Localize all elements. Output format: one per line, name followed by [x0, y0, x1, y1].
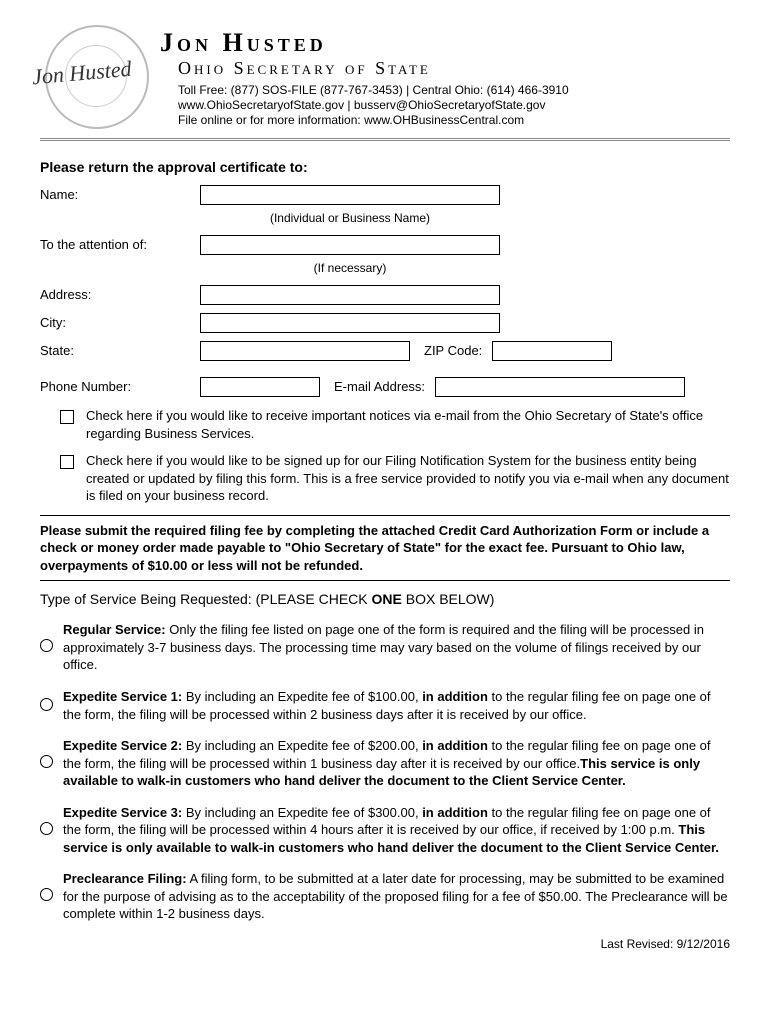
contact-phone: Toll Free: (877) SOS-FILE (877-767-3453)… [160, 83, 569, 97]
state-seal: Jon Husted [40, 20, 150, 130]
last-revised: Last Revised: 9/12/2016 [40, 937, 730, 951]
fee-notice: Please submit the required filing fee by… [40, 515, 730, 582]
expedite-3-text: Expedite Service 3: By including an Expe… [63, 804, 730, 857]
filing-notification-checkbox[interactable] [60, 455, 74, 469]
state-input[interactable] [200, 341, 410, 361]
phone-input[interactable] [200, 377, 320, 397]
address-label: Address: [40, 285, 200, 302]
preclearance-radio[interactable] [40, 888, 53, 901]
expedite-1-radio[interactable] [40, 698, 53, 711]
email-notices-text: Check here if you would like to receive … [86, 407, 730, 442]
return-section-title: Please return the approval certificate t… [40, 159, 730, 175]
expedite-1-text: Expedite Service 1: By including an Expe… [63, 688, 730, 723]
expedite-2-radio[interactable] [40, 755, 53, 768]
official-title: Ohio Secretary of State [160, 58, 569, 79]
attention-label: To the attention of: [40, 235, 200, 252]
regular-service-radio[interactable] [40, 639, 53, 652]
document-header: Jon Husted Jon Husted Ohio Secretary of … [40, 20, 730, 141]
city-label: City: [40, 313, 200, 330]
name-sublabel: (Individual or Business Name) [200, 211, 500, 225]
contact-info: File online or for more information: www… [160, 113, 569, 127]
email-notices-checkbox[interactable] [60, 410, 74, 424]
state-label: State: [40, 341, 200, 358]
official-name: Jon Husted [160, 28, 569, 58]
regular-service-text: Regular Service: Only the filing fee lis… [63, 621, 730, 674]
city-input[interactable] [200, 313, 500, 333]
contact-web: www.OhioSecretaryofState.gov | busserv@O… [160, 98, 569, 112]
phone-label: Phone Number: [40, 377, 200, 394]
name-input[interactable] [200, 185, 500, 205]
attention-input[interactable] [200, 235, 500, 255]
service-type-heading: Type of Service Being Requested: (PLEASE… [40, 591, 730, 607]
zip-label: ZIP Code: [410, 341, 492, 358]
expedite-3-radio[interactable] [40, 822, 53, 835]
email-label: E-mail Address: [320, 377, 435, 394]
filing-notification-text: Check here if you would like to be signe… [86, 452, 730, 505]
name-label: Name: [40, 185, 200, 202]
preclearance-text: Preclearance Filing: A filing form, to b… [63, 870, 730, 923]
zip-input[interactable] [492, 341, 612, 361]
expedite-2-text: Expedite Service 2: By including an Expe… [63, 737, 730, 790]
attention-sublabel: (If necessary) [200, 261, 500, 275]
email-input[interactable] [435, 377, 685, 397]
address-input[interactable] [200, 285, 500, 305]
